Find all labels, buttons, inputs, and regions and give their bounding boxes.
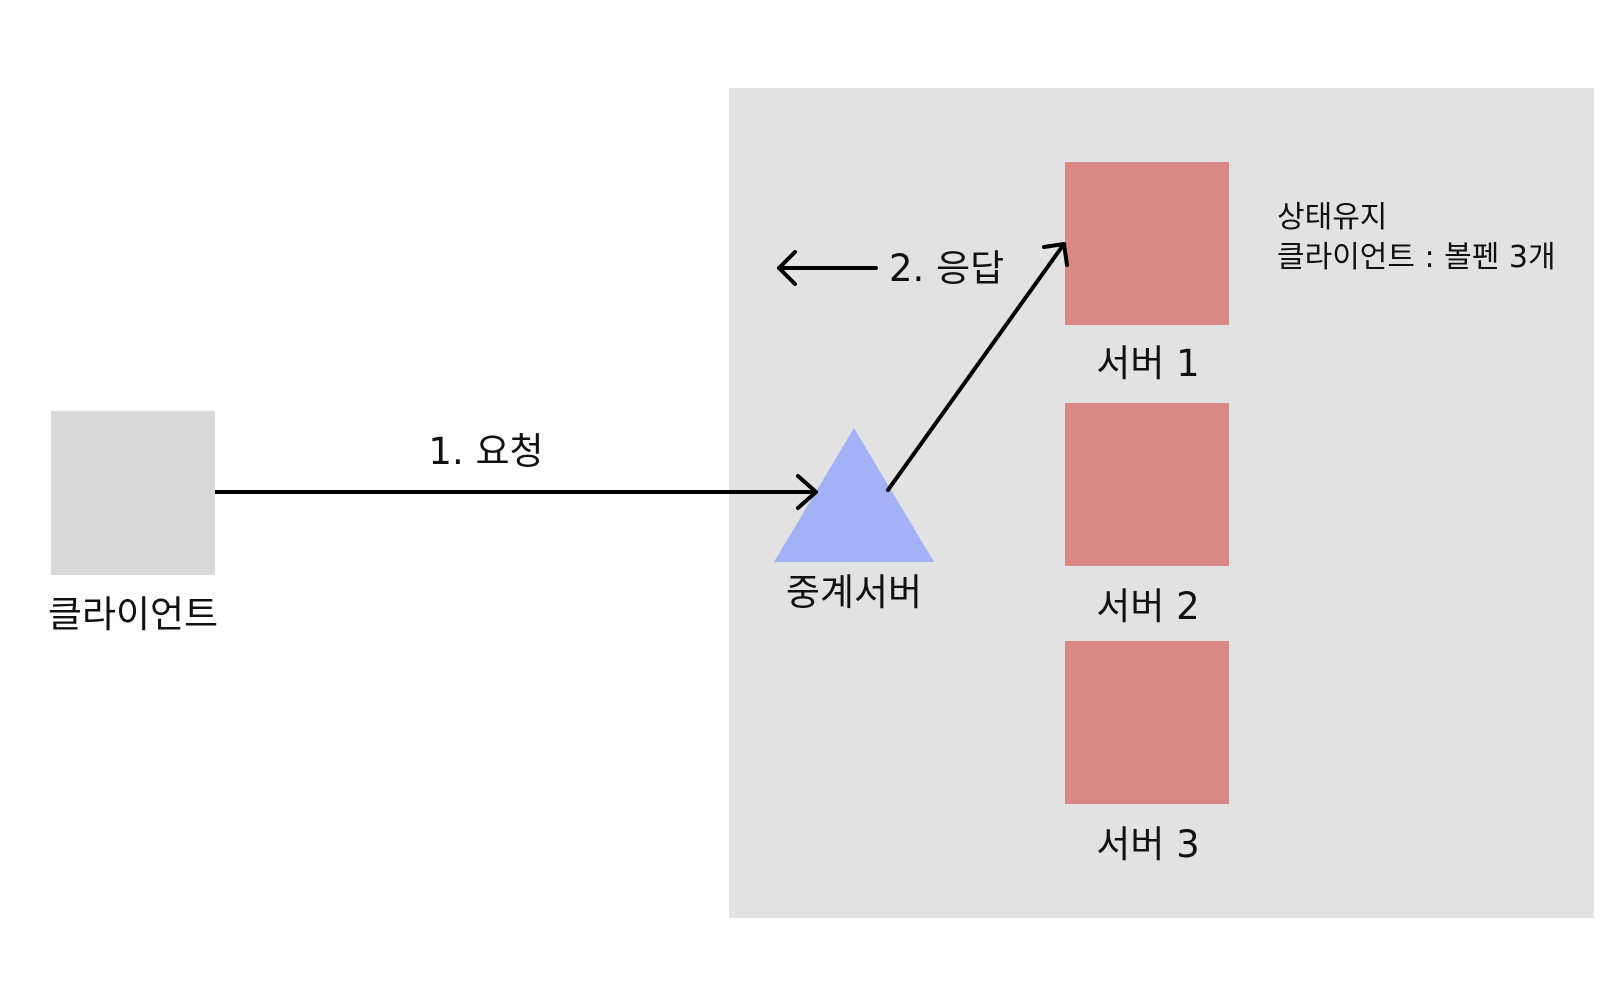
request-arrow: [215, 474, 818, 510]
server-3-label: 서버 3: [1096, 823, 1200, 866]
server-2-label: 서버 2: [1096, 585, 1200, 628]
response-arrow-label: 2. 응답: [889, 247, 1005, 290]
state-note-line-2: 클라이언트 : 볼펜 3개: [1277, 240, 1556, 275]
request-arrow-label: 1. 요청: [428, 430, 544, 473]
state-note-line-1: 상태유지: [1277, 200, 1388, 235]
client-label: 클라이언트: [47, 593, 219, 636]
server-3-box: [1065, 641, 1229, 804]
client-box: [51, 411, 215, 575]
relay-server-label: 중계서버: [785, 571, 923, 614]
server-1-label: 서버 1: [1096, 342, 1200, 385]
server-1-box: [1065, 162, 1229, 325]
server-2-box: [1065, 403, 1229, 566]
